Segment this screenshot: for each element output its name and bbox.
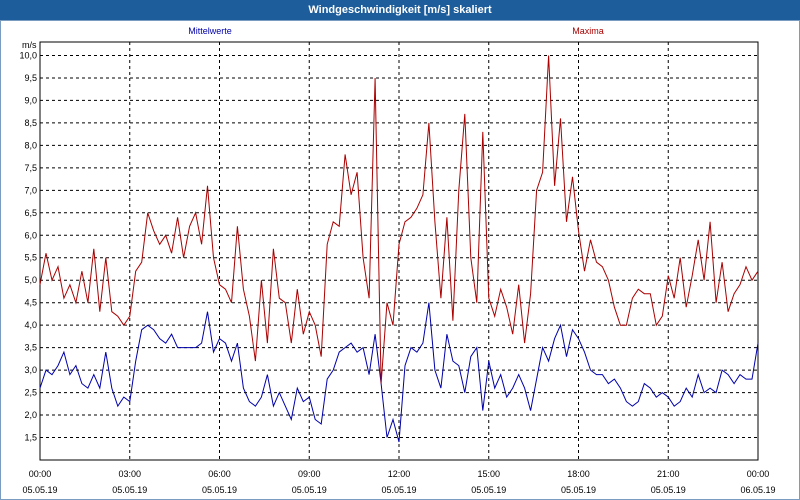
y-tick-label: 5,5 [24, 253, 37, 263]
y-axis-label: m/s [22, 40, 37, 50]
x-tick-date: 05.05.19 [22, 485, 57, 495]
x-tick-time: 12:00 [388, 469, 411, 479]
y-tick-label: 8,5 [24, 118, 37, 128]
y-tick-label: 7,0 [24, 185, 37, 195]
y-tick-label: 3,5 [24, 343, 37, 353]
y-tick-label: 2,5 [24, 388, 37, 398]
x-tick-date: 05.05.19 [112, 485, 147, 495]
x-tick-date: 05.05.19 [381, 485, 416, 495]
x-tick-time: 06:00 [208, 469, 231, 479]
x-tick-date: 05.05.19 [561, 485, 596, 495]
x-tick-time: 21:00 [657, 469, 680, 479]
y-tick-label: 1,5 [24, 433, 37, 443]
y-ticks: 1,5 2,0 2,5 3,0 3,5 4,0 4,5 5,0 5,5 6,0 6,5 7,0 7,5 8… [19, 50, 37, 442]
x-tick-time: 00:00 [29, 469, 52, 479]
x-tick-time: 00:00 [747, 469, 770, 479]
series-lines [39, 55, 759, 443]
plot-area [39, 41, 759, 461]
y-tick-label: 6,0 [24, 230, 37, 240]
x-tick-time: 18:00 [567, 469, 590, 479]
y-tick-label: 5,0 [24, 275, 37, 285]
legend-maxima: Maxima [572, 26, 604, 36]
y-tick-label: 3,0 [24, 365, 37, 375]
x-tick-time: 15:00 [477, 469, 500, 479]
y-tick-label: 4,5 [24, 298, 37, 308]
y-tick-label: 7,5 [24, 163, 37, 173]
chart-title: Windgeschwindigkeit [m/s] skaliert [0, 0, 800, 20]
y-tick-label: 8,0 [24, 140, 37, 150]
x-tick-time: 03:00 [118, 469, 141, 479]
series-line-mittelwerte [39, 302, 759, 443]
series-line-maxima [39, 55, 759, 384]
y-tick-label: 9,0 [24, 95, 37, 105]
x-tick-time: 09:00 [298, 469, 321, 479]
y-tick-label: 2,0 [24, 410, 37, 420]
x-tick-date: 06.05.19 [740, 485, 775, 495]
legend-mittelwerte: Mittelwerte [188, 26, 232, 36]
y-tick-label: 6,5 [24, 208, 37, 218]
y-tick-label: 9,5 [24, 73, 37, 83]
x-tick-date: 05.05.19 [471, 485, 506, 495]
x-ticks: 00:00 05.05.19 03:00 05.05.19 06:00 05.05.19 0… [22, 469, 775, 495]
y-tick-label: 4,0 [24, 320, 37, 330]
x-tick-date: 05.05.19 [202, 485, 237, 495]
x-tick-date: 05.05.19 [651, 485, 686, 495]
x-tick-date: 05.05.19 [292, 485, 327, 495]
y-tick-label: 10,0 [19, 50, 37, 60]
grid-lines [40, 42, 758, 460]
